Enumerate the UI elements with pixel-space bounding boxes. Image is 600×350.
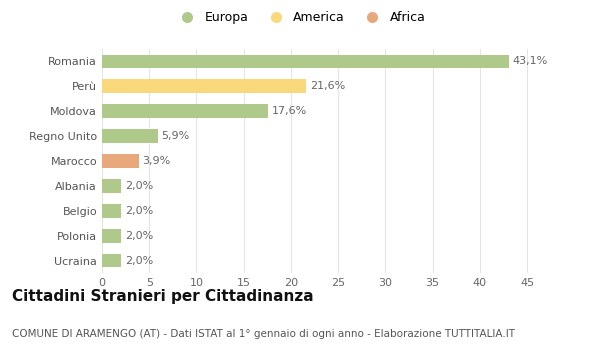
Text: 2,0%: 2,0% [125, 206, 153, 216]
Bar [102, 129, 158, 143]
Text: 3,9%: 3,9% [143, 156, 171, 166]
Text: 2,0%: 2,0% [125, 231, 153, 241]
Text: 5,9%: 5,9% [161, 131, 190, 141]
Bar [102, 254, 121, 267]
Text: 17,6%: 17,6% [272, 106, 307, 116]
Bar [102, 79, 306, 93]
Bar [102, 179, 121, 193]
Text: 2,0%: 2,0% [125, 256, 153, 266]
Text: 21,6%: 21,6% [310, 81, 345, 91]
Text: 2,0%: 2,0% [125, 181, 153, 191]
Bar [102, 229, 121, 243]
Bar [102, 55, 509, 68]
Bar [102, 154, 139, 168]
Bar [102, 104, 268, 118]
Text: COMUNE DI ARAMENGO (AT) - Dati ISTAT al 1° gennaio di ogni anno - Elaborazione T: COMUNE DI ARAMENGO (AT) - Dati ISTAT al … [12, 329, 515, 339]
Text: Cittadini Stranieri per Cittadinanza: Cittadini Stranieri per Cittadinanza [12, 289, 314, 304]
Bar [102, 204, 121, 218]
Legend: Europa, America, Africa: Europa, America, Africa [169, 6, 431, 29]
Text: 43,1%: 43,1% [513, 56, 548, 66]
